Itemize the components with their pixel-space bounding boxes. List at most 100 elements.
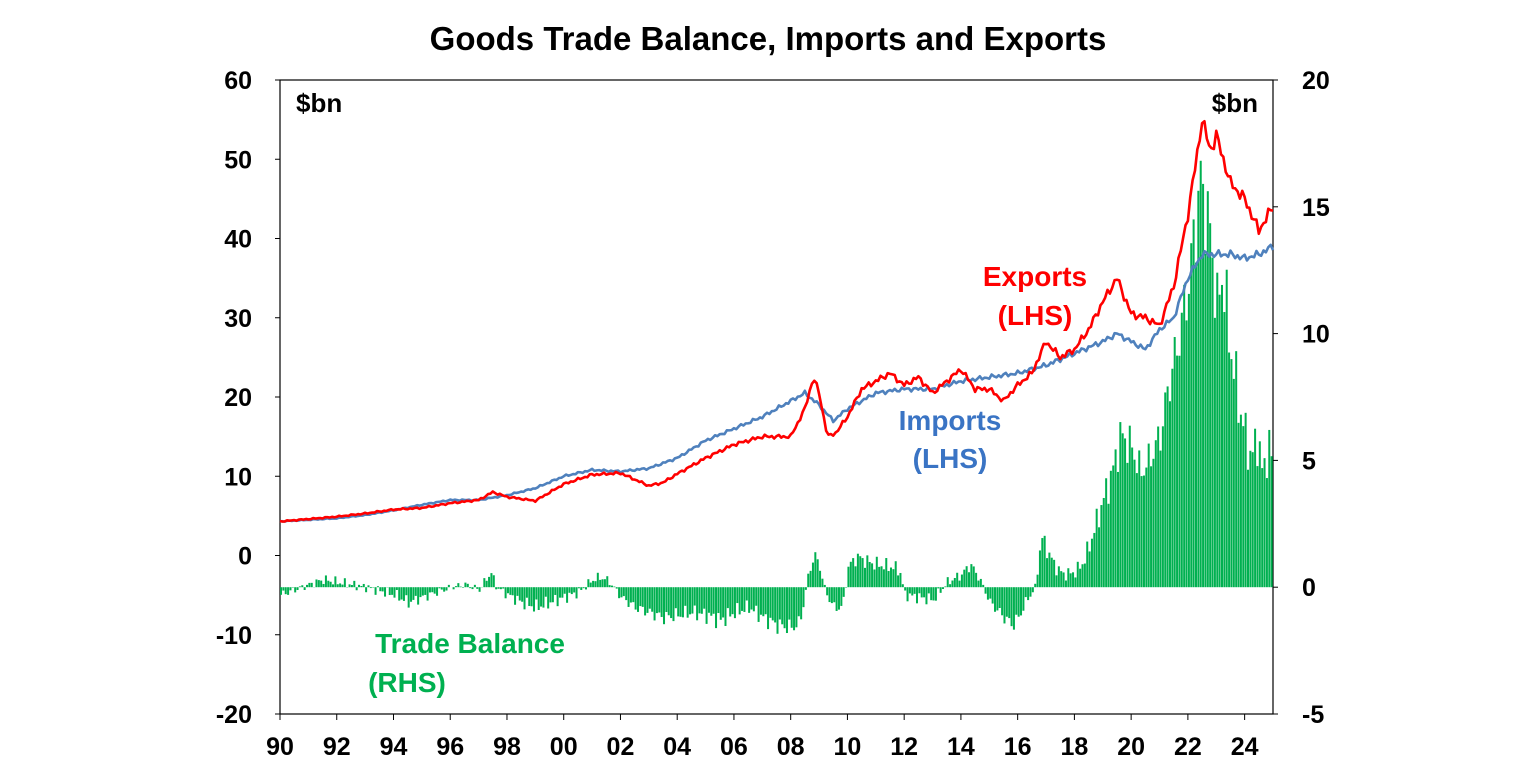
balance-bar [829, 587, 831, 602]
balance-bar [734, 587, 736, 618]
balance-bar [746, 587, 748, 600]
x-tick-label: 02 [607, 733, 635, 761]
balance-bar [592, 581, 594, 587]
balance-bar [393, 587, 395, 597]
balance-bar [736, 587, 738, 603]
right-tick-label: 0 [1302, 574, 1316, 602]
balance-bar [859, 556, 861, 587]
x-tick-label: 08 [777, 733, 805, 761]
balance-bar [327, 581, 329, 587]
balance-bar [1108, 504, 1110, 587]
balance-bar [1247, 470, 1249, 587]
balance-bar [401, 587, 403, 599]
balance-bar [840, 587, 842, 606]
left-tick-label: 60 [224, 67, 252, 95]
balance-bar [469, 587, 471, 588]
balance-bar [680, 587, 682, 617]
balance-bar [1221, 285, 1223, 587]
imports-label-axis: (LHS) [913, 443, 988, 474]
balance-bar [540, 587, 542, 606]
balance-bar [427, 587, 429, 600]
balance-bar [1072, 572, 1074, 587]
balance-bar [554, 587, 556, 595]
balance-bar [594, 581, 596, 587]
balance-bar [434, 587, 436, 593]
balance-bar [1200, 161, 1202, 587]
balance-bar [1233, 379, 1235, 587]
balance-bar [698, 587, 700, 613]
balance-bar [824, 585, 826, 587]
balance-bar [933, 587, 935, 600]
balance-bar [803, 587, 805, 607]
balance-bar [377, 586, 379, 587]
balance-bar [689, 587, 691, 614]
balance-bar [720, 587, 722, 620]
balance-bar [833, 587, 835, 602]
balance-bar [299, 586, 301, 587]
balance-bar [694, 587, 696, 605]
balance-bar [656, 587, 658, 613]
balance-bar [533, 587, 535, 611]
balance-bar [379, 587, 381, 591]
balance-bar [947, 577, 949, 587]
balance-bar [1138, 450, 1140, 587]
balance-bar [344, 578, 346, 587]
balance-bar [980, 579, 982, 587]
balance-bar [396, 587, 398, 590]
balance-bar [1063, 572, 1065, 587]
balance-bar [287, 587, 289, 595]
balance-bar [519, 587, 521, 600]
balance-bar [961, 575, 963, 588]
right-tick-label: -5 [1302, 701, 1324, 729]
balance-bar [649, 587, 651, 608]
balance-bar [323, 584, 325, 587]
balance-bar [1070, 573, 1072, 587]
balance-bar [812, 563, 814, 588]
balance-bar [460, 587, 462, 588]
balance-bar [528, 587, 530, 606]
balance-bar [873, 570, 875, 588]
balance-bar [1169, 401, 1171, 587]
balance-bar [441, 587, 443, 589]
balance-bar [1126, 463, 1128, 587]
balance-bar [838, 587, 840, 609]
imports-label: Imports [899, 405, 1002, 436]
balance-bar [646, 587, 648, 613]
balance-bar [1148, 444, 1150, 588]
balance-bar [1261, 468, 1263, 587]
balance-bar [654, 587, 656, 620]
right-tick-label: 10 [1302, 321, 1330, 349]
balance-bar [1025, 587, 1027, 597]
balance-bar [280, 587, 282, 595]
balance-bar [810, 571, 812, 587]
balance-bar [1105, 478, 1107, 587]
x-tick-label: 90 [266, 733, 294, 761]
left-tick-label: 0 [238, 543, 252, 571]
balance-bar [1266, 478, 1268, 587]
balance-bar [1240, 415, 1242, 588]
balance-bar [1096, 509, 1098, 587]
balance-bar [493, 575, 495, 587]
balance-bar [1183, 285, 1185, 587]
balance-bar [1079, 569, 1081, 588]
balance-bar [798, 587, 800, 616]
balance-bar [559, 587, 561, 597]
balance-bar [360, 586, 362, 587]
balance-bar [729, 587, 731, 616]
balance-bar [1112, 465, 1114, 587]
balance-bar [895, 561, 897, 587]
balance-bar [576, 587, 578, 598]
balance-bar [438, 587, 440, 588]
x-tick-label: 04 [663, 733, 691, 761]
balance-bar [717, 587, 719, 613]
balance-bar [1020, 587, 1022, 615]
balance-bar [831, 587, 833, 603]
balance-bar [455, 586, 457, 587]
balance-bar [677, 587, 679, 616]
balance-bar [819, 571, 821, 587]
left-tick-label: -20 [216, 701, 252, 729]
balance-bar [987, 587, 989, 599]
balance-bar [1008, 587, 1010, 618]
left-tick-label: 40 [224, 226, 252, 254]
